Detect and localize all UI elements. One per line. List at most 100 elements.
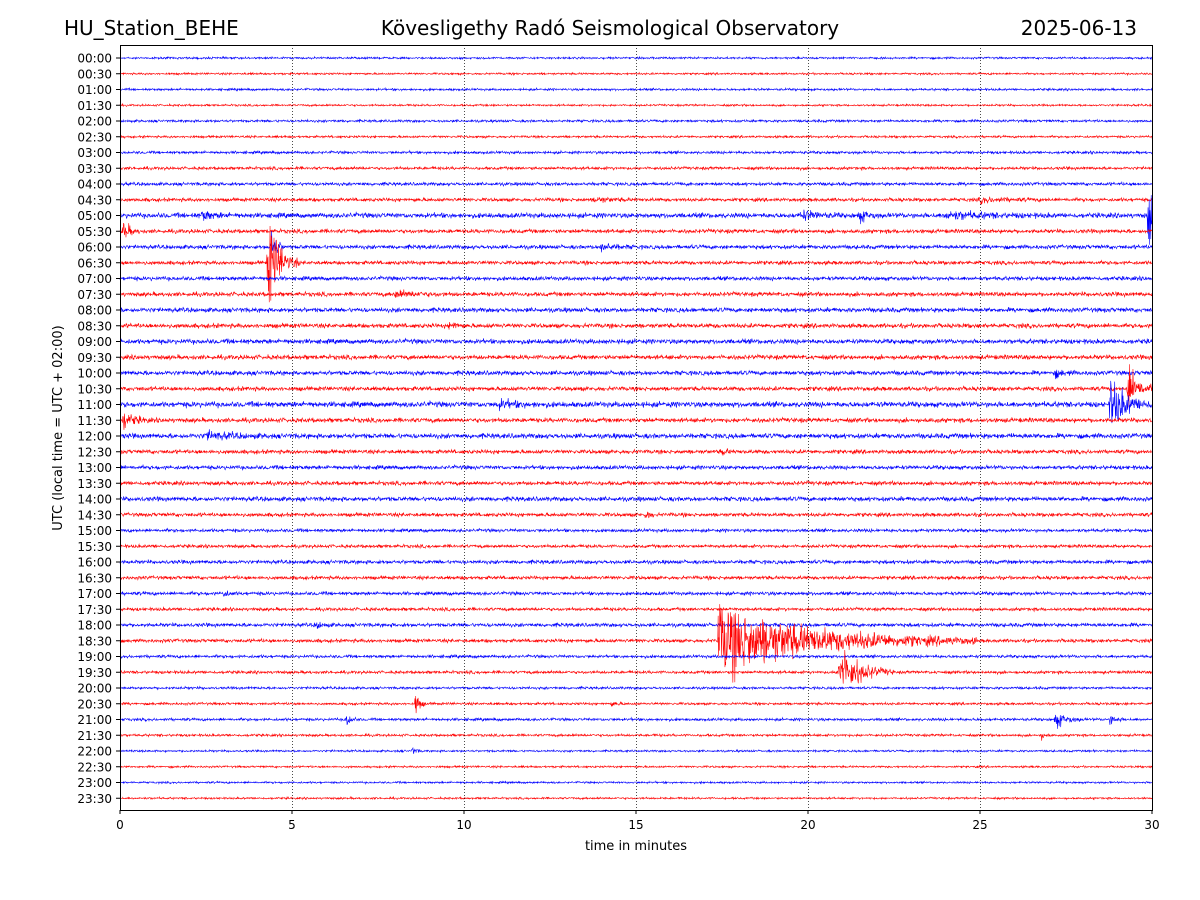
chart-date: 2025-06-13 [1020,16,1137,40]
trace-1330 [119,479,1153,487]
y-tick-label: 10:00 [77,367,112,381]
y-tick-label: 17:30 [77,603,112,617]
trace-0230 [119,134,1153,140]
x-tick-label: 5 [288,818,296,832]
y-tick-label: 02:30 [77,130,112,144]
trace-1430 [119,511,1153,519]
y-tick-label: 19:30 [77,666,112,680]
trace-1230 [119,448,1153,456]
trace-0500 [119,195,1153,245]
y-tick-label: 20:30 [77,697,112,711]
station-name: HU_Station_BEHE [64,16,239,40]
trace-0000 [119,55,1153,61]
y-tick-label: 23:30 [77,792,112,806]
trace-0730 [119,289,1153,298]
trace-1800 [119,621,1153,629]
trace-0830 [119,321,1153,330]
trace-0530 [119,222,1153,238]
plot-frame [120,45,1153,811]
y-tick-label: 16:00 [77,556,112,570]
y-tick-label: 03:30 [77,162,112,176]
trace-0700 [119,275,1153,282]
trace-1730 [119,606,1153,613]
y-tick-label: 17:00 [77,587,112,601]
trace-group [119,55,1153,801]
x-tick-label: 25 [972,818,987,832]
y-tick-label: 20:00 [77,682,112,696]
y-tick-label: 03:00 [77,146,112,160]
y-tick-label: 11:30 [77,414,112,428]
y-tick-label: 09:00 [77,335,112,349]
trace-2200 [119,746,1153,754]
y-tick-label: 13:30 [77,477,112,491]
y-tick-label: 18:30 [77,634,112,648]
trace-2130 [119,732,1153,741]
trace-0630 [119,226,1153,303]
trace-1100 [119,380,1153,424]
trace-0900 [119,337,1153,346]
trace-1500 [119,527,1153,534]
y-tick-label: 07:30 [77,288,112,302]
y-tick-label: 09:30 [77,351,112,365]
y-tick-label: 06:30 [77,256,112,270]
y-tick-label: 13:00 [77,461,112,475]
trace-0430 [119,196,1153,205]
y-tick-label: 19:00 [77,650,112,664]
trace-0930 [119,353,1153,361]
trace-1900 [119,653,1153,660]
y-tick-label: 08:00 [77,304,112,318]
y-tick-label: 22:00 [77,745,112,759]
trace-0800 [119,306,1153,314]
trace-2030 [119,695,1153,714]
y-axis-label: UTC (local time = UTC + 02:00) [51,325,66,530]
y-tick-label: 05:30 [77,225,112,239]
y-tick-label: 08:30 [77,319,112,333]
y-tick-label: 21:00 [77,713,112,727]
trace-0100 [119,87,1153,92]
trace-1200 [119,429,1153,441]
trace-1000 [119,369,1153,380]
trace-1400 [119,495,1153,503]
trace-0400 [119,180,1153,188]
x-tick-label: 20 [800,818,815,832]
trace-1130 [119,413,1153,430]
trace-0300 [119,149,1153,156]
trace-2100 [119,714,1153,729]
trace-1930 [119,650,1153,684]
y-tick-label: 15:00 [77,524,112,538]
y-tick-label: 18:00 [77,619,112,633]
x-tick-label: 10 [456,818,471,832]
y-tick-label: 14:30 [77,508,112,522]
y-tick-label: 10:30 [77,382,112,396]
trace-0030 [119,71,1153,77]
y-tick-label: 06:00 [77,241,112,255]
trace-1300 [119,463,1153,471]
y-tick-label: 04:00 [77,178,112,192]
trace-0200 [119,118,1153,124]
y-tick-label: 11:00 [77,398,112,412]
trace-1830 [119,604,1153,683]
y-tick-label: 07:00 [77,272,112,286]
y-tick-label: 05:00 [77,209,112,223]
x-axis-label: time in minutes [585,839,687,854]
trace-1600 [119,558,1153,566]
trace-0600 [119,231,1153,253]
trace-2000 [119,685,1153,691]
y-tick-label: 04:30 [77,193,112,207]
y-tick-label: 00:30 [77,67,112,81]
y-tick-label: 12:00 [77,430,112,444]
trace-1530 [119,543,1153,550]
trace-0330 [119,165,1153,172]
x-axis-ticks: 0 5 10 15 20 25 30 [116,810,1160,832]
y-tick-label: 22:30 [77,760,112,774]
x-tick-label: 0 [116,818,124,832]
trace-1630 [119,574,1153,582]
grid-lines [292,45,981,810]
y-tick-label: 02:00 [77,115,112,129]
trace-2230 [119,764,1153,770]
trace-1700 [119,590,1153,597]
chart-title: Kövesligethy Radó Seismological Observat… [380,16,840,40]
y-tick-label: 12:30 [77,445,112,459]
